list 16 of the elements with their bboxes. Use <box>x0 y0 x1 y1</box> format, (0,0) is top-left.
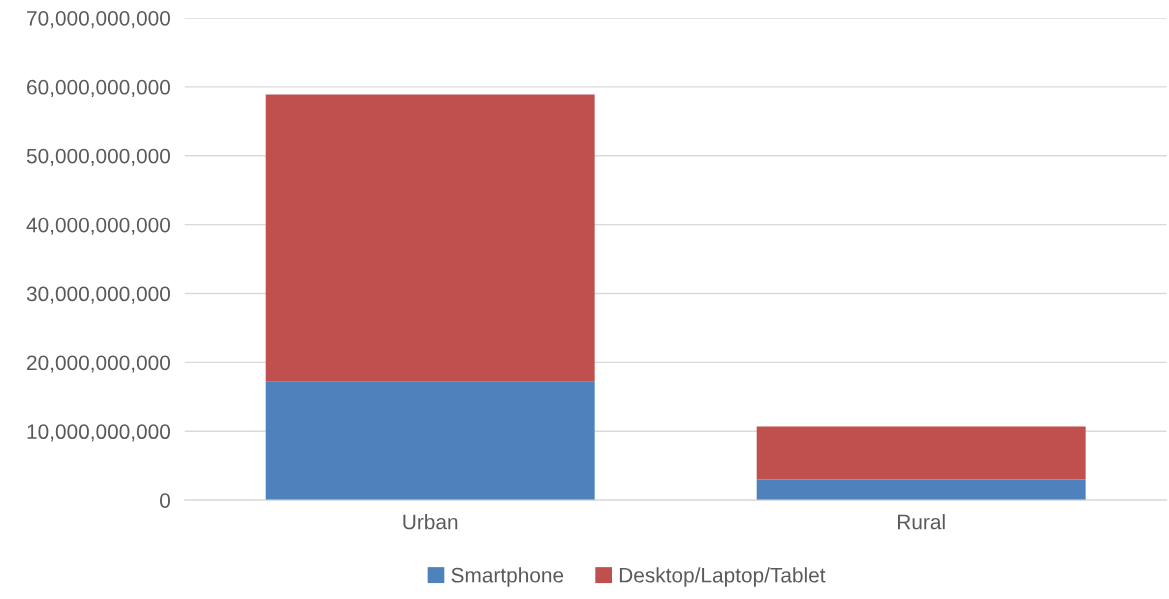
y-tick-label: 40,000,000,000 <box>26 217 171 235</box>
bar <box>265 381 595 501</box>
bar <box>265 94 595 382</box>
y-tick-label: 20,000,000,000 <box>27 355 171 373</box>
bar <box>756 426 1086 480</box>
y-tick-label: 70,000,000,000 <box>27 10 171 29</box>
bar <box>756 479 1086 501</box>
x-tick-label: Rural <box>897 514 945 530</box>
legend-label: Desktop/Laptop/Tablet <box>619 567 826 587</box>
y-tick-label: 30,000,000,000 <box>26 286 171 304</box>
y-tick-label: 50,000,000,000 <box>26 148 171 166</box>
y-tick-label: 10,000,000,000 <box>27 424 171 442</box>
y-tick-label: 0 <box>160 493 170 508</box>
y-tick-label: 60,000,000,000 <box>27 79 171 98</box>
x-tick-label: Urban <box>403 514 458 530</box>
legend-label: Smartphone <box>451 567 564 587</box>
